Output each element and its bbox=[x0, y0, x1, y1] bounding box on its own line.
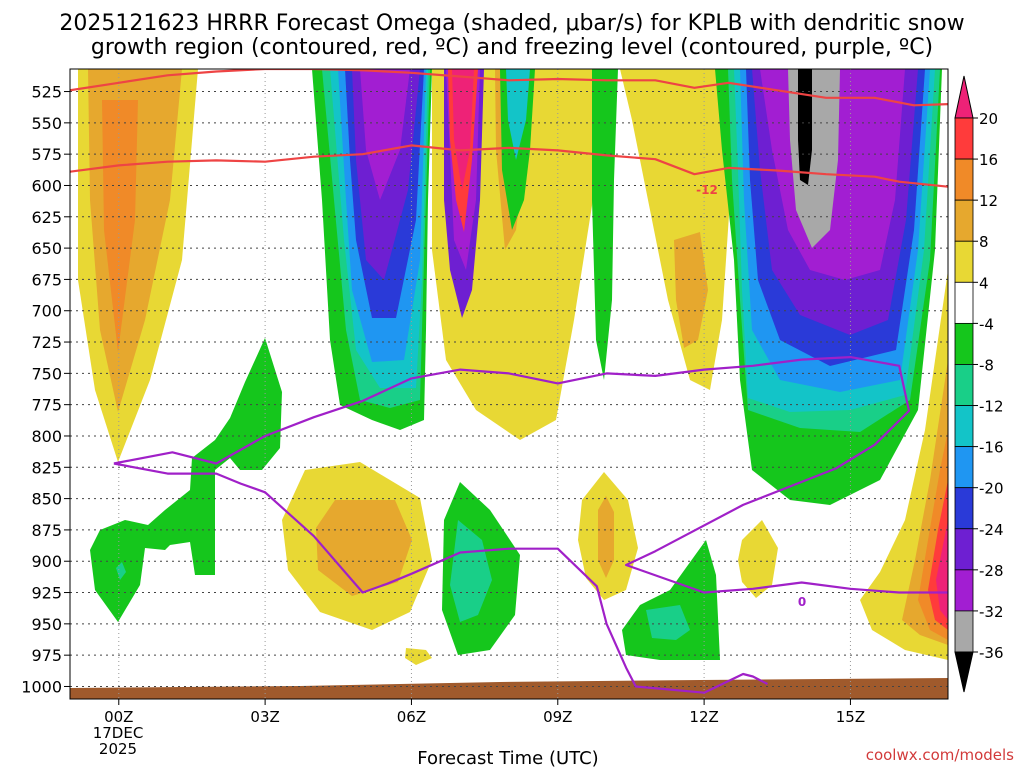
x-tick-label: 03Z bbox=[250, 708, 279, 726]
colorbar-bin bbox=[954, 322, 974, 365]
contour-label-dgz: -12 bbox=[696, 183, 718, 197]
y-tick-label: 650 bbox=[31, 239, 62, 258]
colorbar-bin bbox=[954, 240, 974, 283]
y-tick-label: 600 bbox=[31, 176, 62, 195]
contour-dgz_-18C bbox=[70, 144, 948, 188]
y-tick-label: 775 bbox=[31, 396, 62, 415]
contour-freezing_level_0C_lower bbox=[113, 462, 769, 694]
omega-negative-region bbox=[592, 69, 618, 380]
contour-label-freezing: 0 bbox=[798, 595, 806, 609]
colorbar-label: 12 bbox=[979, 192, 998, 210]
y-tick-label: 675 bbox=[31, 270, 62, 289]
x-axis-title: Forecast Time (UTC) bbox=[417, 748, 598, 768]
colorbar-bin bbox=[954, 487, 974, 530]
shaded-omega-field bbox=[70, 69, 948, 699]
y-tick-label: 750 bbox=[31, 364, 62, 383]
y-tick-label: 925 bbox=[31, 584, 62, 603]
omega-negative-region bbox=[450, 520, 492, 622]
colorbar-label: -36 bbox=[979, 644, 1004, 662]
y-tick-label: 725 bbox=[31, 333, 62, 352]
colorbar-label: -4 bbox=[979, 315, 994, 333]
y-tick-label: 900 bbox=[31, 552, 62, 571]
x-tick-label: 06Z bbox=[397, 708, 426, 726]
colorbar-bin bbox=[954, 364, 974, 406]
chart-title-line2: growth region (contoured, red, ºC) and f… bbox=[91, 35, 933, 60]
colorbar: 20 16 12 8 4 -4 -8 -12 -16 -20 -24 -28 -32 -36 bbox=[954, 75, 1004, 693]
y-tick-label: 875 bbox=[31, 521, 62, 540]
y-tick-label: 800 bbox=[31, 427, 62, 446]
x-tick-label: 12Z bbox=[689, 708, 718, 726]
colorbar-bin bbox=[954, 281, 974, 324]
colorbar-top-arrow bbox=[954, 75, 974, 119]
colorbar-bottom-arrow bbox=[954, 651, 974, 693]
omega-negative-region bbox=[622, 540, 720, 660]
watermark: coolwx.com/models bbox=[866, 746, 1014, 764]
y-tick-label: 625 bbox=[31, 208, 62, 227]
colorbar-bin bbox=[954, 158, 974, 201]
omega-negative-region bbox=[90, 338, 282, 622]
colorbar-label: -28 bbox=[979, 562, 1004, 580]
y-tick-label: 850 bbox=[31, 490, 62, 509]
colorbar-bin bbox=[954, 199, 974, 242]
x-axis-date-line1: 17DEC bbox=[93, 724, 144, 742]
plot-frame bbox=[69, 68, 949, 700]
colorbar-label: 8 bbox=[979, 233, 989, 251]
colorbar-label: -16 bbox=[979, 439, 1004, 457]
colorbar-label: 20 bbox=[979, 110, 998, 128]
omega-negative-region bbox=[116, 562, 126, 580]
x-gridlines bbox=[118, 69, 851, 699]
colorbar-label: -24 bbox=[979, 521, 1004, 539]
omega-positive-region bbox=[316, 500, 412, 596]
y-tick-label: 975 bbox=[31, 646, 62, 665]
colorbar-label: 16 bbox=[979, 151, 998, 169]
y-tick-label: 575 bbox=[31, 145, 62, 164]
y-tick-label: 525 bbox=[31, 83, 62, 102]
y-tick-label: 700 bbox=[31, 302, 62, 321]
colorbar-label: -32 bbox=[979, 603, 1004, 621]
contour-freezing_level_0C_main bbox=[113, 356, 948, 594]
chart-title-line1: 2025121623 HRRR Forecast Omega (shaded, … bbox=[59, 11, 964, 36]
x-tick-label: 00Z bbox=[104, 708, 133, 726]
omega-positive-region bbox=[674, 232, 708, 348]
x-axis-date-line2: 2025 bbox=[99, 740, 137, 758]
omega-negative-region bbox=[646, 605, 690, 640]
colorbar-bin bbox=[954, 610, 974, 653]
x-tick-label: 15Z bbox=[836, 708, 865, 726]
omega-negative-region bbox=[506, 69, 530, 160]
y-tick-label: 550 bbox=[31, 114, 62, 133]
x-axis-labels: 00Z 03Z 06Z 09Z 12Z 15Z bbox=[104, 699, 865, 726]
omega-positive-region bbox=[598, 496, 614, 578]
omega-positive-region bbox=[936, 520, 948, 620]
colorbar-bin bbox=[954, 446, 974, 489]
omega-negative-region bbox=[798, 69, 812, 185]
colorbar-label: 4 bbox=[979, 274, 989, 292]
omega-positive-region bbox=[102, 100, 138, 352]
colorbar-bin bbox=[954, 569, 974, 612]
colorbar-bin bbox=[954, 528, 974, 571]
terrain-surface bbox=[70, 678, 948, 699]
colorbar-label: -8 bbox=[979, 356, 994, 374]
contour-lines bbox=[70, 69, 948, 694]
y-tick-label: 825 bbox=[31, 458, 62, 477]
omega-positive-region bbox=[738, 520, 778, 598]
colorbar-label: -20 bbox=[979, 480, 1004, 498]
x-tick-label: 09Z bbox=[543, 708, 572, 726]
y-tick-label: 1000 bbox=[21, 677, 62, 696]
omega-negative-region bbox=[360, 69, 410, 200]
colorbar-bin bbox=[954, 117, 974, 160]
y-tick-label: 950 bbox=[31, 615, 62, 634]
omega-positive-region bbox=[405, 648, 432, 665]
contour-dgz_-12C bbox=[70, 69, 948, 107]
y-axis-labels: 525 550 575 600 625 650 675 700 725 750 775 800 825 8… bbox=[21, 83, 70, 696]
colorbar-bin bbox=[954, 405, 974, 448]
colorbar-label: -12 bbox=[979, 398, 1004, 416]
omega-negative-region bbox=[452, 69, 474, 190]
